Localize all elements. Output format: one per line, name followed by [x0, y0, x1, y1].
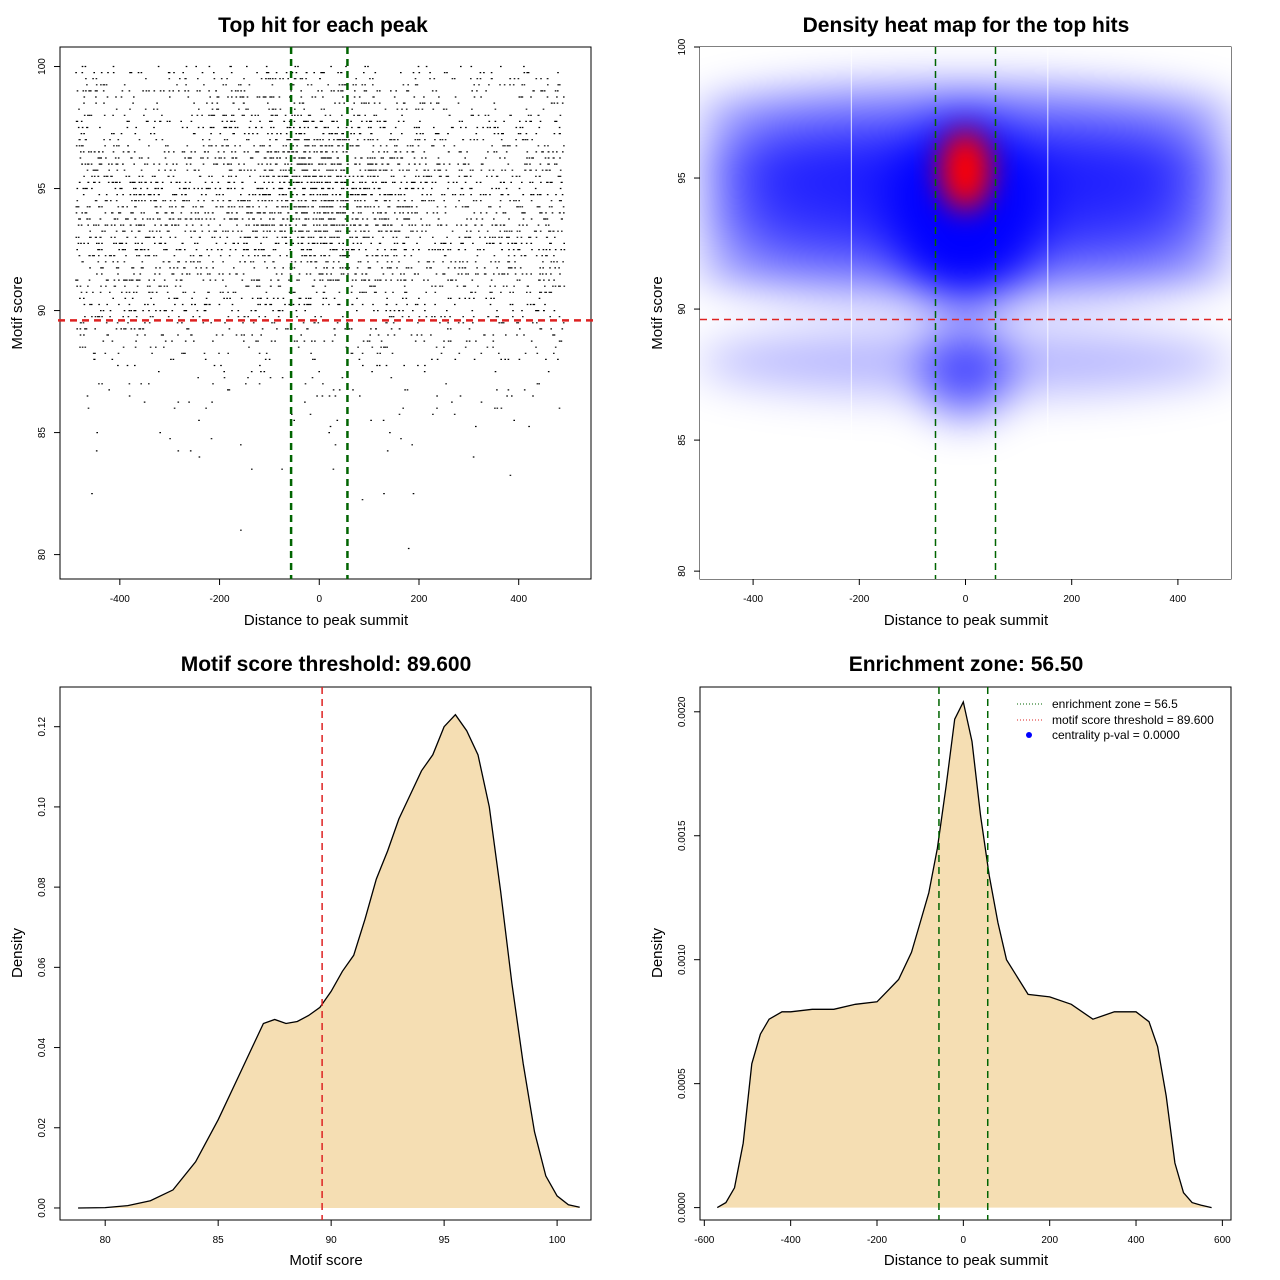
- x-tick-label: 0: [961, 1235, 967, 1246]
- x-tick-label: 400: [1170, 594, 1187, 605]
- x-tick-label: -200: [210, 594, 230, 605]
- panel2-ylabel: Motif score: [649, 276, 666, 349]
- legend-label-enrichment: enrichment zone = 56.5: [1052, 697, 1178, 711]
- y-tick-label: 95: [37, 183, 48, 195]
- x-tick-label: 0: [963, 594, 969, 605]
- x-tick-label: -400: [743, 594, 763, 605]
- x-tick-label: 90: [326, 1235, 338, 1246]
- y-tick-label: 0.0005: [677, 1068, 688, 1099]
- panel1-points: [75, 65, 566, 550]
- y-tick-label: 85: [37, 427, 48, 439]
- x-tick-label: 200: [411, 594, 428, 605]
- x-tick-label: 600: [1214, 1235, 1231, 1246]
- y-tick-label: 85: [677, 434, 688, 446]
- y-tick-label: 0.0010: [677, 944, 688, 975]
- legend-swatch-pval: [1026, 732, 1032, 738]
- y-tick-label: 0.0000: [677, 1192, 688, 1223]
- density-line: [78, 713, 580, 1209]
- panel4-xlabel: Distance to peak summit: [884, 1252, 1049, 1269]
- heatmap-red-layer: [939, 130, 992, 211]
- density-fill: [717, 701, 1212, 1208]
- panel1-title: Top hit for each peak: [218, 14, 428, 37]
- y-tick-label: 0.08: [37, 877, 48, 897]
- x-tick-label: 85: [213, 1235, 225, 1246]
- x-tick-label: 200: [1041, 1235, 1058, 1246]
- y-tick-label: 0.06: [37, 957, 48, 977]
- y-tick-label: 0.12: [37, 717, 48, 737]
- x-tick-label: -400: [110, 594, 130, 605]
- y-tick-label: 0.02: [37, 1118, 48, 1138]
- y-tick-label: 100: [37, 58, 48, 75]
- density-lobe: [920, 326, 1011, 417]
- y-tick-label: 90: [677, 303, 688, 315]
- y-tick-label: 0.0020: [677, 696, 688, 727]
- panel4-density: [716, 699, 1212, 1209]
- y-tick-label: 80: [677, 565, 688, 577]
- x-tick-label: 100: [549, 1235, 566, 1246]
- density-line: [716, 699, 1212, 1209]
- scatter-points: [75, 65, 566, 550]
- panel2-xlabel: Distance to peak summit: [884, 612, 1049, 629]
- panel3-ylabel: Density: [9, 927, 26, 978]
- panel3-xlabel: Motif score: [289, 1252, 362, 1269]
- y-tick-label: 0.10: [37, 797, 48, 817]
- panel1-frame: [59, 46, 592, 580]
- x-tick-label: 95: [439, 1235, 451, 1246]
- y-tick-label: 0.0015: [677, 820, 688, 851]
- y-tick-label: 100: [677, 38, 688, 55]
- reference-lines: [58, 47, 1231, 1220]
- panel1-xlabel: Distance to peak summit: [244, 612, 409, 629]
- panel4-ylabel: Density: [649, 927, 666, 978]
- x-tick-label: 400: [510, 594, 527, 605]
- panel3-title: Motif score threshold: 89.600: [181, 653, 472, 676]
- legend-label-threshold: motif score threshold = 89.600: [1052, 713, 1214, 727]
- heatmap-blue-layer: [700, 86, 1231, 417]
- panel4-title: Enrichment zone: 56.50: [849, 653, 1084, 676]
- legend-label-pval: centrality p-val = 0.0000: [1052, 728, 1180, 742]
- y-tick-label: 0.04: [37, 1037, 48, 1057]
- y-tick-label: 0.00: [37, 1198, 48, 1218]
- x-tick-label: 400: [1128, 1235, 1145, 1246]
- panel2-heatmap: [700, 47, 1231, 579]
- axis-ticks: -400 -200 0 200 400 80 85 90 95 100 -400 -200 0 200 40…: [37, 38, 1231, 1246]
- x-tick-label: 0: [316, 594, 322, 605]
- panel2-title: Density heat map for the top hits: [803, 14, 1130, 37]
- y-tick-label: 90: [37, 305, 48, 317]
- panel4-frame: [699, 686, 1232, 1221]
- x-tick-label: -200: [849, 594, 869, 605]
- x-tick-label: -200: [867, 1235, 887, 1246]
- x-tick-label: 80: [100, 1235, 112, 1246]
- density-fill: [78, 714, 580, 1208]
- x-tick-label: 200: [1063, 594, 1080, 605]
- y-tick-label: 80: [37, 549, 48, 561]
- density-hotspot: [939, 130, 992, 211]
- x-tick-label: -400: [781, 1235, 801, 1246]
- panel1-ylabel: Motif score: [9, 276, 26, 349]
- x-tick-label: -600: [694, 1235, 714, 1246]
- legend: enrichment zone = 56.5 motif score thres…: [1017, 697, 1214, 742]
- panel3-frame: [59, 686, 592, 1221]
- y-tick-label: 95: [677, 172, 688, 184]
- panel3-density: [78, 713, 580, 1209]
